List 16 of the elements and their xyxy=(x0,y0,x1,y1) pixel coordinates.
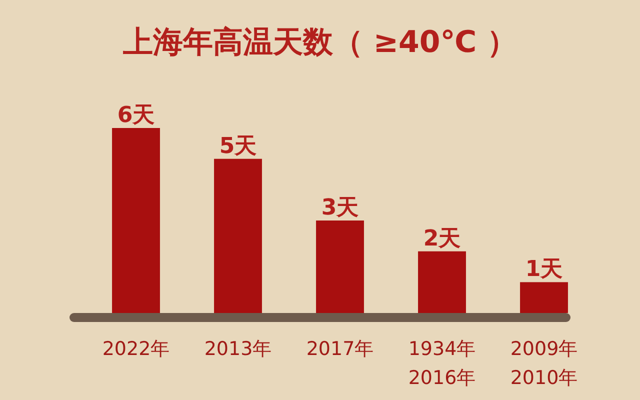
x-tick-label: 1934年 2016年 xyxy=(408,338,476,389)
data-label: 5天 xyxy=(219,134,257,159)
data-label: 3天 xyxy=(321,196,359,220)
bar xyxy=(112,128,160,313)
data-label: 2天 xyxy=(423,226,461,252)
data-label: 6天 xyxy=(117,103,155,128)
bar xyxy=(418,251,466,313)
x-tick-label: 2009年 2010年 xyxy=(510,338,578,389)
chart-title: 上海年高温天数（ ≥40℃ ） xyxy=(122,25,518,60)
x-tick-label: 2022年 xyxy=(102,338,170,360)
bar xyxy=(520,282,568,313)
data-label: 1天 xyxy=(525,257,563,282)
x-tick-label: 2013年 xyxy=(204,338,272,360)
bar xyxy=(214,158,262,313)
x-tick-label: 2017年 xyxy=(306,338,374,360)
bar xyxy=(316,220,364,313)
